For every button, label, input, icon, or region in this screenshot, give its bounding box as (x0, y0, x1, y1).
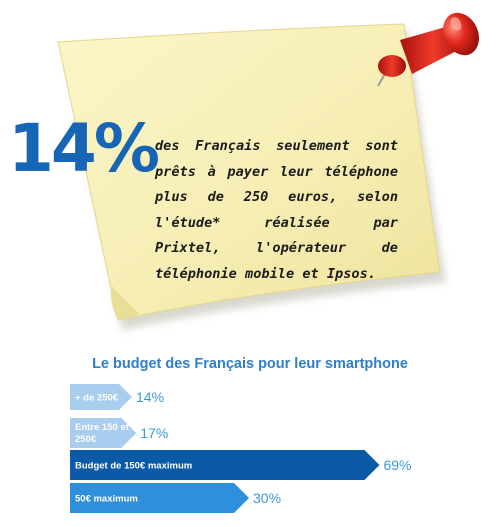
bar-4 (70, 483, 250, 513)
sticky-note (57, 12, 479, 330)
bar-value-label: 17% (140, 425, 168, 441)
bar-category-label: Budget de 150€ maximum (75, 461, 192, 472)
headline-text: des Français seulement sont prêts à paye… (155, 138, 398, 282)
push-pin-icon (377, 12, 479, 87)
bar-3 (70, 450, 380, 480)
chart-title: Le budget des Français pour leur smartph… (92, 356, 408, 372)
headline-percent: 14% (8, 110, 160, 187)
bar-2 (70, 418, 137, 448)
bar-chart: + de 250€ 14% Entre 150 et 250€ 17% Budget de… (70, 384, 411, 513)
note-paper (57, 23, 441, 321)
sticky-note-panel: 14% des Français seulement sont prêts à … (8, 12, 479, 330)
bar-category-label: + de 250€ (75, 393, 119, 404)
bar-1 (70, 384, 132, 410)
bar-value-label: 30% (253, 490, 281, 506)
bar-value-label: 69% (383, 457, 411, 473)
bar-category-label: Entre 150 et 250€ (75, 422, 130, 445)
bar-category-label: 50€ maximum (75, 494, 138, 505)
bar-value-label: 14% (136, 389, 164, 405)
